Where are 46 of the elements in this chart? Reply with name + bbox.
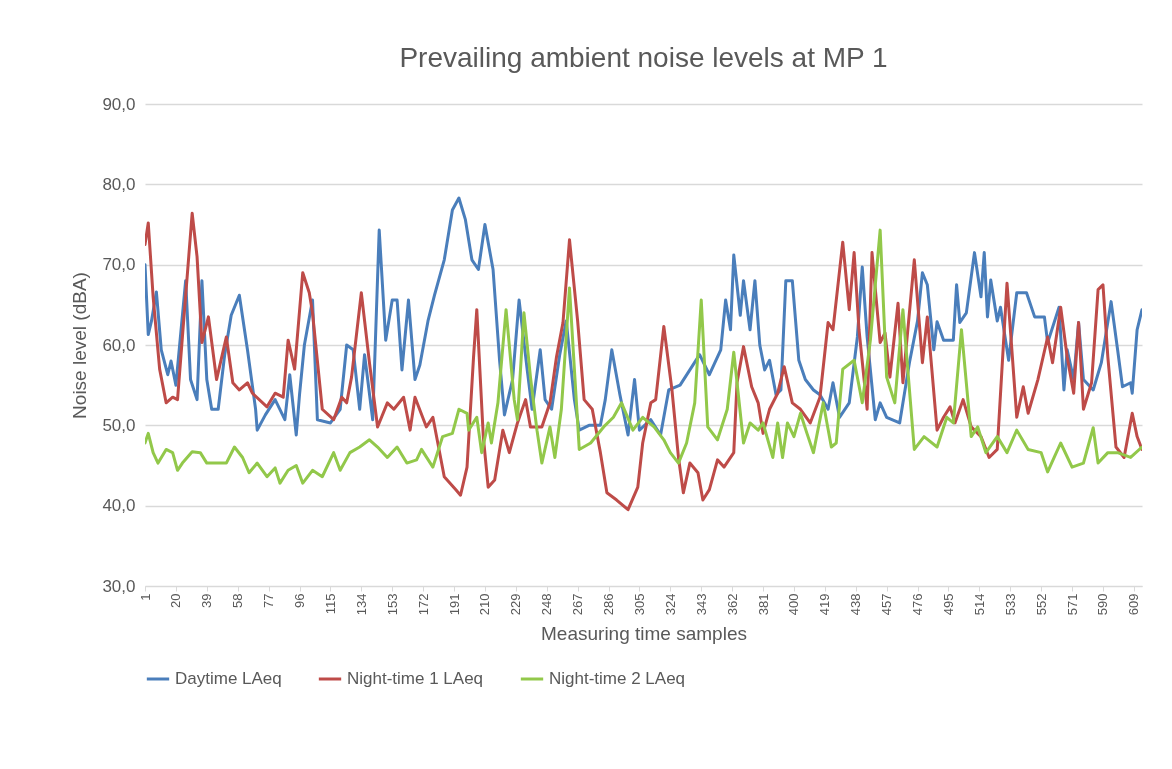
y-axis-title: Noise level (dBA) [69,272,91,419]
x-tick-label: 305 [631,593,647,616]
x-tick-label: 229 [508,593,524,616]
x-tick-label: 438 [848,593,864,616]
y-tick-label: 50,0 [102,415,136,435]
x-tick-label: 286 [601,593,617,616]
y-tick-label: 90,0 [102,94,136,114]
x-tick-label: 590 [1095,593,1111,616]
x-tick-label: 609 [1126,593,1142,616]
y-tick-label: 30,0 [102,576,136,596]
x-axis-title: Measuring time samples [541,623,747,645]
y-tick-label: 80,0 [102,174,136,194]
legend-label: Daytime LAeq [175,669,282,688]
x-tick-label: 172 [415,593,431,616]
x-tick-label: 210 [477,593,493,616]
x-tick-label: 267 [570,593,586,616]
x-tick-label: 153 [384,593,400,616]
y-tick-label: 60,0 [102,335,136,355]
x-tick-label: 400 [786,593,802,616]
x-tick-label: 381 [755,593,771,616]
x-tick-label: 552 [1033,593,1049,616]
y-tick-label: 70,0 [102,255,136,275]
x-tick-label: 419 [817,593,833,616]
x-tick-label: 96 [292,593,308,608]
x-tick-label: 514 [971,593,987,616]
x-tick-label: 571 [1064,593,1080,616]
x-tick-label: 20 [168,593,184,608]
x-tick-label: 476 [910,593,926,616]
x-tick-label: 77 [261,593,277,608]
x-tick-label: 248 [539,593,555,616]
x-tick-label: 39 [199,593,215,608]
x-tick-label: 134 [353,593,369,616]
x-tick-label: 191 [446,593,462,616]
x-tick-label: 533 [1002,593,1018,616]
x-tick-label: 362 [724,593,740,616]
chart-title: Prevailing ambient noise levels at MP 1 [399,42,888,73]
y-tick-label: 40,0 [102,496,136,516]
x-tick-label: 495 [940,593,956,616]
x-tick-label: 324 [662,593,678,616]
x-tick-label: 1 [137,593,153,601]
x-tick-label: 115 [322,593,338,615]
legend-label: Night-time 1 LAeq [347,669,484,688]
x-tick-label: 58 [230,593,246,608]
x-tick-label: 343 [693,593,709,616]
legend-label: Night-time 2 LAeq [549,669,686,688]
x-tick-label: 457 [879,593,895,616]
